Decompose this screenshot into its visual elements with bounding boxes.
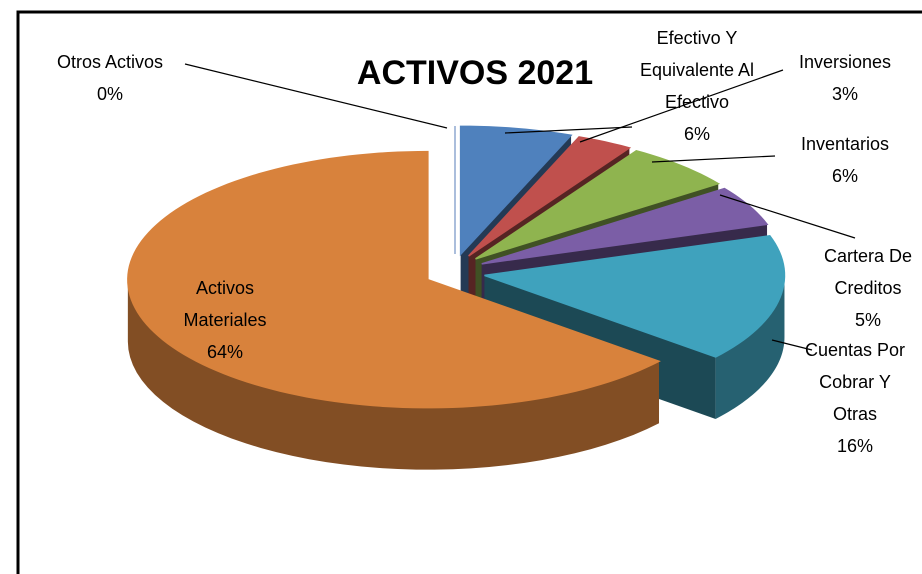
category-label: Efectivo Y Equivalente Al Efectivo <box>639 28 755 112</box>
category-label: Inversiones <box>798 52 892 72</box>
data-label: Efectivo Y Equivalente Al Efectivo 6% <box>627 22 767 150</box>
slice-outer-side <box>127 279 660 470</box>
pie-tops <box>127 125 786 409</box>
leader-line <box>651 155 776 163</box>
leader-lines <box>184 63 856 351</box>
data-label: Cuentas Por Cobrar Y Otras 16% <box>800 334 910 462</box>
labels: Otros Activos 0% Efectivo Y Equivalente Al… <box>20 22 922 462</box>
category-label: Otros Activos <box>56 52 164 72</box>
data-label-box: Cuentas Por Cobrar Y Otras 16% <box>800 334 910 462</box>
data-label: Inversiones 3% <box>775 46 915 110</box>
data-label: Cartera De Creditos 5% <box>808 240 922 336</box>
value-label: 6% <box>831 166 858 186</box>
category-label: Inventarios <box>800 134 890 154</box>
slice <box>468 136 632 257</box>
data-label-box: Efectivo Y Equivalente Al Efectivo 6% <box>627 22 767 150</box>
category-label: Cartera De Creditos <box>823 246 913 298</box>
slice <box>459 125 573 257</box>
data-label-box: Otros Activos 0% <box>20 46 200 110</box>
data-label-box: Cartera De Creditos 5% <box>808 240 922 336</box>
slice <box>475 149 721 260</box>
data-label-box: Inversiones 3% <box>775 46 915 110</box>
data-label-box: Activos Materiales 64% <box>160 272 290 368</box>
leader-line <box>579 69 784 143</box>
slice <box>481 187 769 265</box>
value-label: 3% <box>831 84 858 104</box>
leader-line <box>719 194 856 239</box>
slice <box>127 150 661 409</box>
leader-line <box>184 63 448 129</box>
data-label-box: Inventarios 6% <box>775 128 915 192</box>
value-label: 5% <box>854 310 881 330</box>
leader-line <box>771 339 813 351</box>
slice <box>484 235 786 358</box>
data-label: Inventarios 6% <box>775 128 915 192</box>
chart-title: ACTIVOS 2021 <box>357 54 593 92</box>
leader-line <box>504 126 633 134</box>
data-label: Activos Materiales 64% <box>160 272 290 368</box>
category-label: Cuentas Por Cobrar Y Otras <box>804 340 906 424</box>
value-label: 64% <box>206 342 244 362</box>
data-label: Otros Activos 0% <box>20 46 200 110</box>
category-label: Activos Materiales <box>183 278 267 330</box>
slice-outer-side <box>715 275 785 419</box>
value-label: 6% <box>683 124 710 144</box>
value-label: 16% <box>836 436 874 456</box>
value-label: 0% <box>96 84 123 104</box>
